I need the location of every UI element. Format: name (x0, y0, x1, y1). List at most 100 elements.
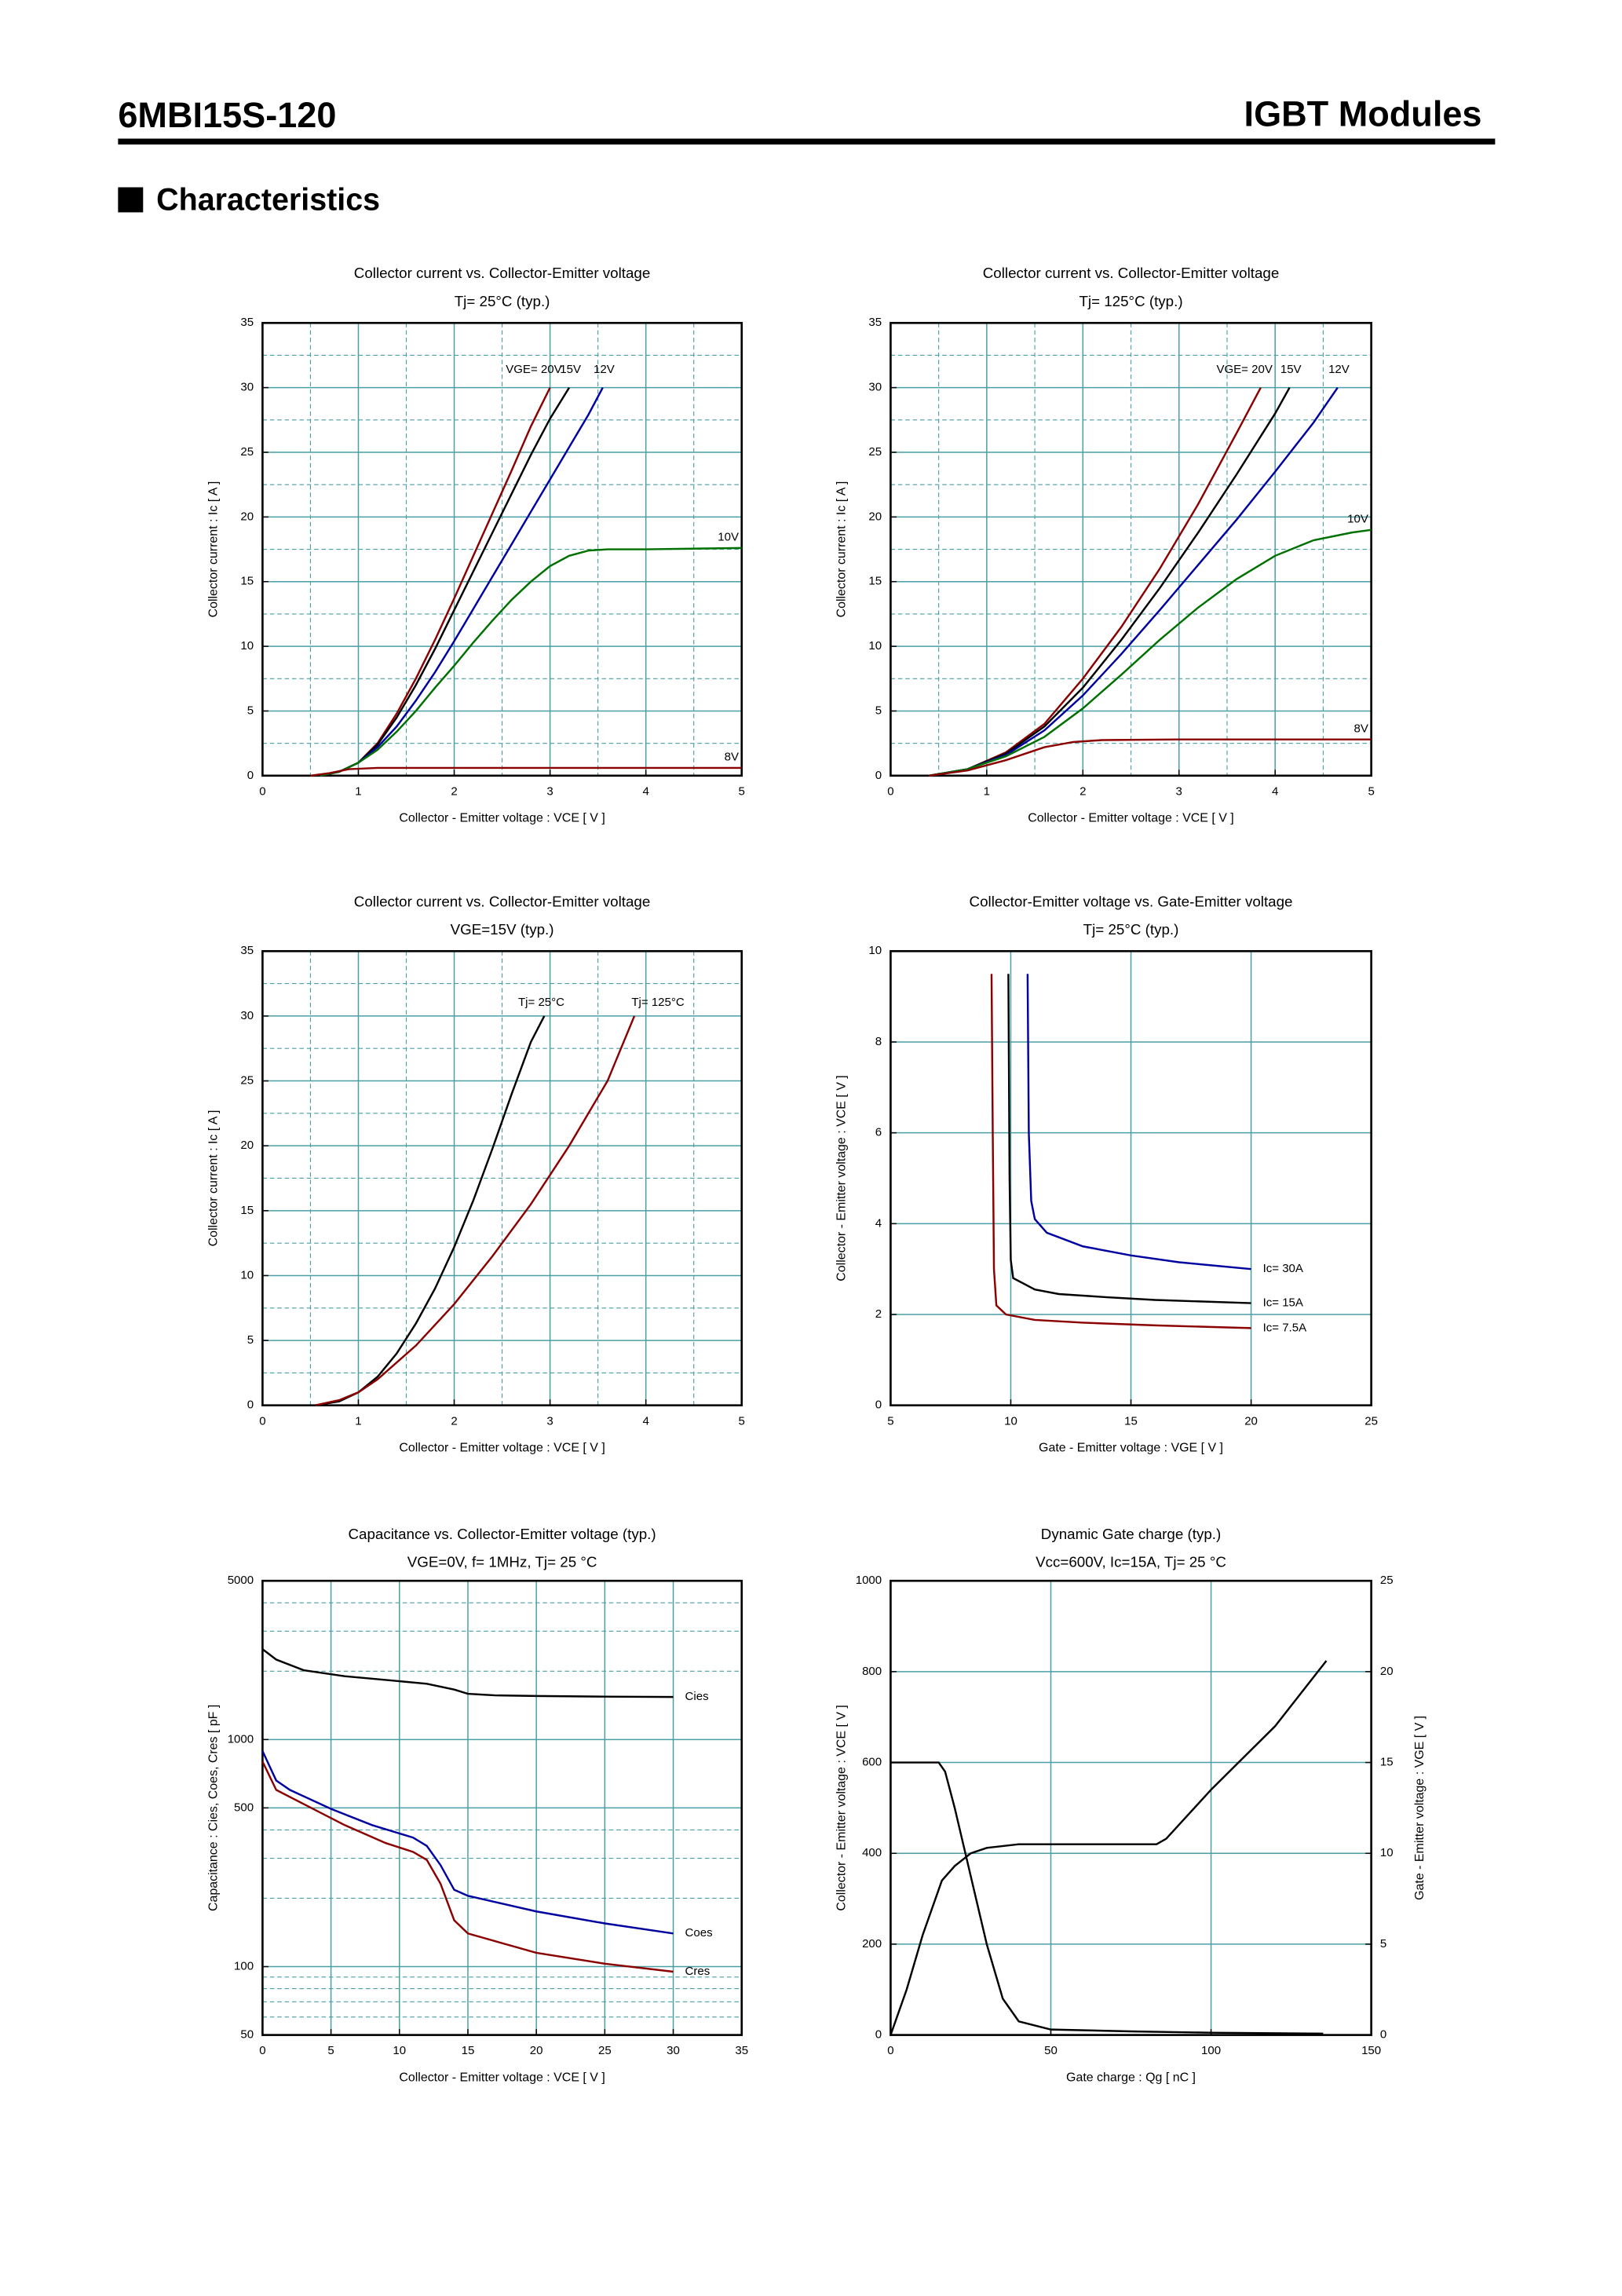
y-axis-label: Collector current : Ic [ A ] (207, 1110, 221, 1247)
x-tick-label: 30 (667, 2044, 680, 2057)
series-label: 15V (560, 363, 581, 376)
x-tick-label: 10 (1004, 1414, 1017, 1428)
series-line (1007, 974, 1251, 1304)
x-tick-label: 4 (642, 1414, 648, 1428)
series-label: 10V (1347, 513, 1368, 526)
y-tick-label: 1000 (228, 1732, 254, 1746)
series-line (990, 974, 1251, 1329)
y-tick-label: 10 (868, 944, 882, 957)
x-axis-label: Gate charge : Qg [ nC ] (1066, 2071, 1196, 2084)
chart-title: Collector current vs. Collector-Emitter … (354, 893, 651, 909)
chart-title: Dynamic Gate charge (typ.) (1041, 1526, 1221, 1542)
series-label: Ic= 7.5A (1263, 1321, 1307, 1334)
y-tick-label: 600 (862, 1756, 882, 1769)
y-tick-label: 5000 (228, 1574, 254, 1587)
x-axis-label: Collector - Emitter voltage : VCE [ V ] (399, 811, 605, 824)
series-label: Cres (685, 1965, 711, 1978)
chart-subtitle: VGE=15V (typ.) (451, 921, 554, 938)
series-line (261, 1760, 674, 1973)
part-number: 6MBI15S-120 (118, 95, 336, 135)
x-tick-label: 15 (462, 2044, 475, 2057)
x-tick-label: 100 (1201, 2044, 1221, 2057)
x-tick-label: 5 (327, 2044, 334, 2057)
y-tick-label: 100 (234, 1960, 254, 1973)
x-axis-label: Collector - Emitter voltage : VCE [ V ] (399, 1441, 605, 1454)
y-tick-label: 10 (240, 639, 254, 653)
y-axis-label: Collector - Emitter voltage : VCE [ V ] (835, 1705, 849, 1910)
x-tick-label: 4 (642, 784, 648, 798)
series-line (890, 1761, 1324, 2035)
y-tick-label: 200 (862, 1937, 882, 1951)
series-line (320, 547, 742, 777)
plot-frame (261, 1579, 743, 2036)
series-label: 8V (1353, 722, 1368, 736)
x-tick-label: 3 (546, 1414, 553, 1428)
series-line (261, 1750, 674, 1935)
y-axis-label: Collector - Emitter voltage : VCE [ V ] (835, 1075, 849, 1281)
chart-subtitle: Tj= 25°C (typ.) (1083, 921, 1179, 938)
series-label: Ic= 15A (1263, 1296, 1303, 1310)
chart-subtitle: VGE=0V, f= 1MHz, Tj= 25 °C (407, 1554, 597, 1570)
x-tick-label: 5 (887, 1414, 893, 1428)
y-tick-label: 20 (240, 510, 254, 523)
y2-tick-label: 15 (1380, 1756, 1394, 1769)
y-tick-label: 400 (862, 1846, 882, 1859)
x-tick-label: 0 (259, 2044, 265, 2057)
series-label: 12V (594, 363, 615, 376)
y-tick-label: 0 (875, 2028, 882, 2042)
x-tick-label: 4 (1272, 784, 1278, 798)
y-tick-label: 30 (868, 381, 882, 394)
x-tick-label: 1 (355, 1414, 361, 1428)
series-label: Tj= 25°C (518, 996, 564, 1009)
series-line (929, 528, 1372, 777)
chart-subtitle: Tj= 25°C (typ.) (455, 293, 550, 309)
x-axis-label: Gate - Emitter voltage : VGE [ V ] (1039, 1441, 1223, 1454)
y-tick-label: 4 (875, 1216, 882, 1230)
y-tick-label: 1000 (856, 1574, 882, 1587)
y-tick-label: 25 (868, 445, 882, 459)
x-tick-label: 35 (735, 2044, 748, 2057)
x-tick-label: 5 (739, 1414, 745, 1428)
series-line (929, 386, 1339, 777)
y2-axis-label: Gate - Emitter voltage : VGE [ V ] (1413, 1716, 1427, 1900)
y2-tick-label: 20 (1380, 1665, 1394, 1678)
x-tick-label: 50 (1044, 2044, 1058, 2057)
y-tick-label: 25 (240, 445, 254, 459)
y-tick-label: 15 (240, 575, 254, 588)
y-tick-label: 20 (868, 510, 882, 523)
series-label: Coes (685, 1926, 713, 1940)
x-tick-label: 3 (546, 784, 553, 798)
y-tick-label: 20 (240, 1139, 254, 1152)
series-line (890, 1660, 1328, 2036)
series-line (320, 387, 604, 777)
x-tick-label: 20 (1244, 1414, 1258, 1428)
y-tick-label: 35 (868, 316, 882, 329)
series-line (261, 1648, 674, 1698)
series-line (1026, 974, 1251, 1270)
y2-tick-label: 5 (1380, 1937, 1386, 1951)
y-tick-label: 25 (240, 1074, 254, 1088)
chart-subtitle: Tj= 125°C (typ.) (1079, 293, 1182, 309)
series-label: Cies (685, 1690, 709, 1703)
series-label: 12V (1328, 363, 1350, 376)
y-tick-label: 35 (240, 944, 254, 957)
header-rule (118, 138, 1496, 145)
x-tick-label: 25 (1364, 1414, 1378, 1428)
series-line (315, 1015, 636, 1406)
chart-subtitle: Vcc=600V, Ic=15A, Tj= 25 °C (1036, 1554, 1226, 1570)
y2-tick-label: 25 (1380, 1574, 1394, 1587)
x-tick-label: 3 (1176, 784, 1182, 798)
x-axis-label: Collector - Emitter voltage : VCE [ V ] (1028, 811, 1233, 824)
x-tick-label: 5 (739, 784, 745, 798)
y-tick-label: 15 (240, 1204, 254, 1217)
y-tick-label: 30 (240, 381, 254, 394)
section-title: Characteristics (156, 183, 380, 218)
y-tick-label: 30 (240, 1009, 254, 1022)
y-tick-label: 2 (875, 1307, 882, 1321)
x-tick-label: 0 (259, 1414, 265, 1428)
y-tick-label: 50 (240, 2028, 254, 2042)
x-tick-label: 0 (259, 784, 265, 798)
y-tick-label: 10 (868, 639, 882, 653)
